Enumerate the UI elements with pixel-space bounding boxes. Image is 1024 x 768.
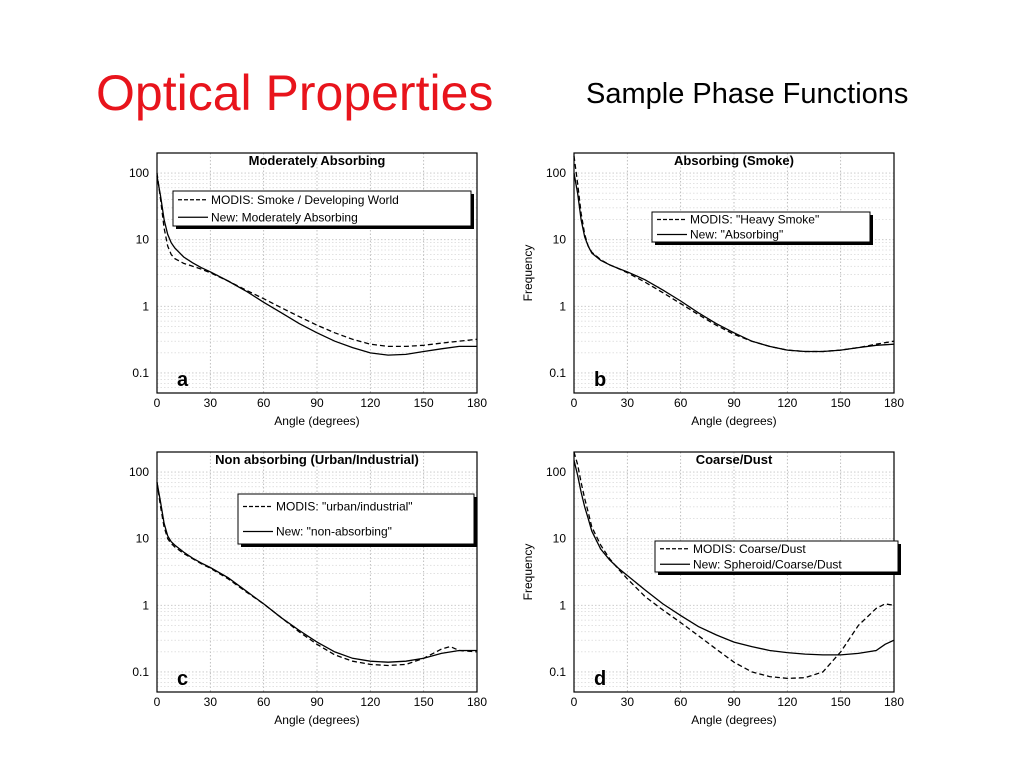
x-tick-label: 0	[154, 396, 161, 410]
x-tick-label: 150	[831, 396, 851, 410]
x-tick-label: 180	[884, 396, 904, 410]
x-tick-label: 120	[360, 695, 380, 709]
series-line-new	[156, 482, 477, 663]
legend-box	[172, 190, 472, 227]
y-tick-label: 10	[553, 233, 567, 247]
legend-entry: New: "non-absorbing"	[276, 525, 392, 539]
x-tick-label: 60	[257, 396, 271, 410]
x-tick-label: 150	[414, 396, 434, 410]
legend-entry: MODIS: "urban/industrial"	[276, 500, 413, 514]
chart-panel-c: 0 30 60 90 120 150 180 0.1 1 10 100 Non absorbing (…	[129, 451, 487, 727]
legend-entry: New: Spheroid/Coarse/Dust	[693, 557, 842, 571]
legend-entry: MODIS: "Heavy Smoke"	[690, 213, 819, 227]
y-tick-label: 0.1	[132, 665, 149, 679]
y-tick-label: 100	[129, 465, 149, 479]
x-tick-label: 0	[571, 396, 578, 410]
x-tick-label: 150	[831, 695, 851, 709]
y-tick-label: 10	[136, 532, 150, 546]
series-line-new	[156, 175, 477, 356]
chart-panel-b: 0 30 60 90 120 150 180 0.1 1 10 100 Absorbing (Smok…	[521, 152, 904, 428]
chart-title: Coarse/Dust	[696, 452, 773, 467]
y-tick-label: 100	[546, 465, 566, 479]
x-axis-label: Angle (degrees)	[274, 713, 359, 727]
y-tick-label: 1	[142, 299, 149, 313]
x-tick-label: 30	[204, 695, 218, 709]
y-axis-label: Frequency	[521, 245, 535, 302]
x-tick-label: 30	[204, 396, 218, 410]
x-axis-label: Angle (degrees)	[691, 414, 776, 428]
legend-entry: New: "Absorbing"	[690, 228, 783, 242]
y-tick-label: 10	[553, 532, 567, 546]
x-axis-label: Angle (degrees)	[274, 414, 359, 428]
x-tick-label: 60	[257, 695, 271, 709]
x-tick-label: 30	[621, 396, 635, 410]
y-tick-label: 1	[142, 598, 149, 612]
chart-title: Moderately Absorbing	[249, 153, 386, 168]
x-tick-label: 90	[310, 396, 324, 410]
series-line-modis	[156, 173, 478, 348]
plot-frame	[156, 451, 478, 693]
panel-label: d	[594, 668, 606, 690]
x-tick-label: 120	[777, 396, 797, 410]
y-tick-label: 0.1	[549, 665, 566, 679]
series-line-new	[573, 172, 895, 353]
legend: MODIS: Smoke / Developing World New: Mode…	[172, 190, 474, 229]
chart-title: Non absorbing (Urban/Industrial)	[215, 452, 419, 467]
legend: MODIS: "urban/industrial" New: "non-absor…	[237, 493, 477, 547]
panel-label: b	[594, 369, 606, 391]
slide-subtitle: Sample Phase Functions	[586, 78, 909, 110]
panel-label: a	[177, 369, 189, 391]
legend-entry: New: Moderately Absorbing	[211, 210, 358, 224]
series-line-modis	[573, 451, 895, 680]
x-tick-label: 90	[310, 695, 324, 709]
legend-entry: MODIS: Coarse/Dust	[693, 542, 806, 556]
legend-box	[237, 493, 475, 545]
y-tick-label: 0.1	[549, 366, 566, 380]
series-line-new	[573, 460, 895, 656]
chart-panel-d: 0 30 60 90 120 150 180 0.1 1 10 100 Coarse/Dust d Ang…	[521, 451, 904, 727]
x-tick-label: 0	[154, 695, 161, 709]
slide-title: Optical Properties	[96, 65, 494, 121]
y-tick-label: 0.1	[132, 366, 149, 380]
x-tick-label: 120	[360, 396, 380, 410]
y-tick-label: 1	[559, 598, 566, 612]
panel-label: c	[177, 668, 188, 690]
legend: MODIS: "Heavy Smoke"New: "Absorbing"	[651, 211, 873, 245]
y-tick-label: 1	[559, 299, 566, 313]
x-tick-label: 120	[777, 695, 797, 709]
x-tick-label: 180	[884, 695, 904, 709]
x-tick-label: 180	[467, 695, 487, 709]
plot-frame	[573, 152, 895, 394]
x-axis-label: Angle (degrees)	[691, 713, 776, 727]
x-tick-label: 90	[727, 695, 741, 709]
legend-box	[651, 211, 871, 243]
plot-frame	[156, 152, 478, 394]
y-tick-label: 10	[136, 233, 150, 247]
x-tick-label: 30	[621, 695, 635, 709]
legend-entry: MODIS: Smoke / Developing World	[211, 193, 399, 207]
x-tick-label: 0	[571, 695, 578, 709]
chart-panel-a: 0 30 60 90 120 150 180 0.1 1 10 100 Moderately Abso…	[129, 152, 487, 428]
y-axis-label: Frequency	[521, 544, 535, 601]
chart-title: Absorbing (Smoke)	[674, 153, 794, 168]
x-tick-label: 90	[727, 396, 741, 410]
x-tick-label: 60	[674, 396, 688, 410]
x-tick-label: 150	[414, 695, 434, 709]
legend-box	[654, 540, 899, 573]
x-tick-label: 180	[467, 396, 487, 410]
y-tick-label: 100	[129, 166, 149, 180]
y-tick-label: 100	[546, 166, 566, 180]
x-tick-label: 60	[674, 695, 688, 709]
